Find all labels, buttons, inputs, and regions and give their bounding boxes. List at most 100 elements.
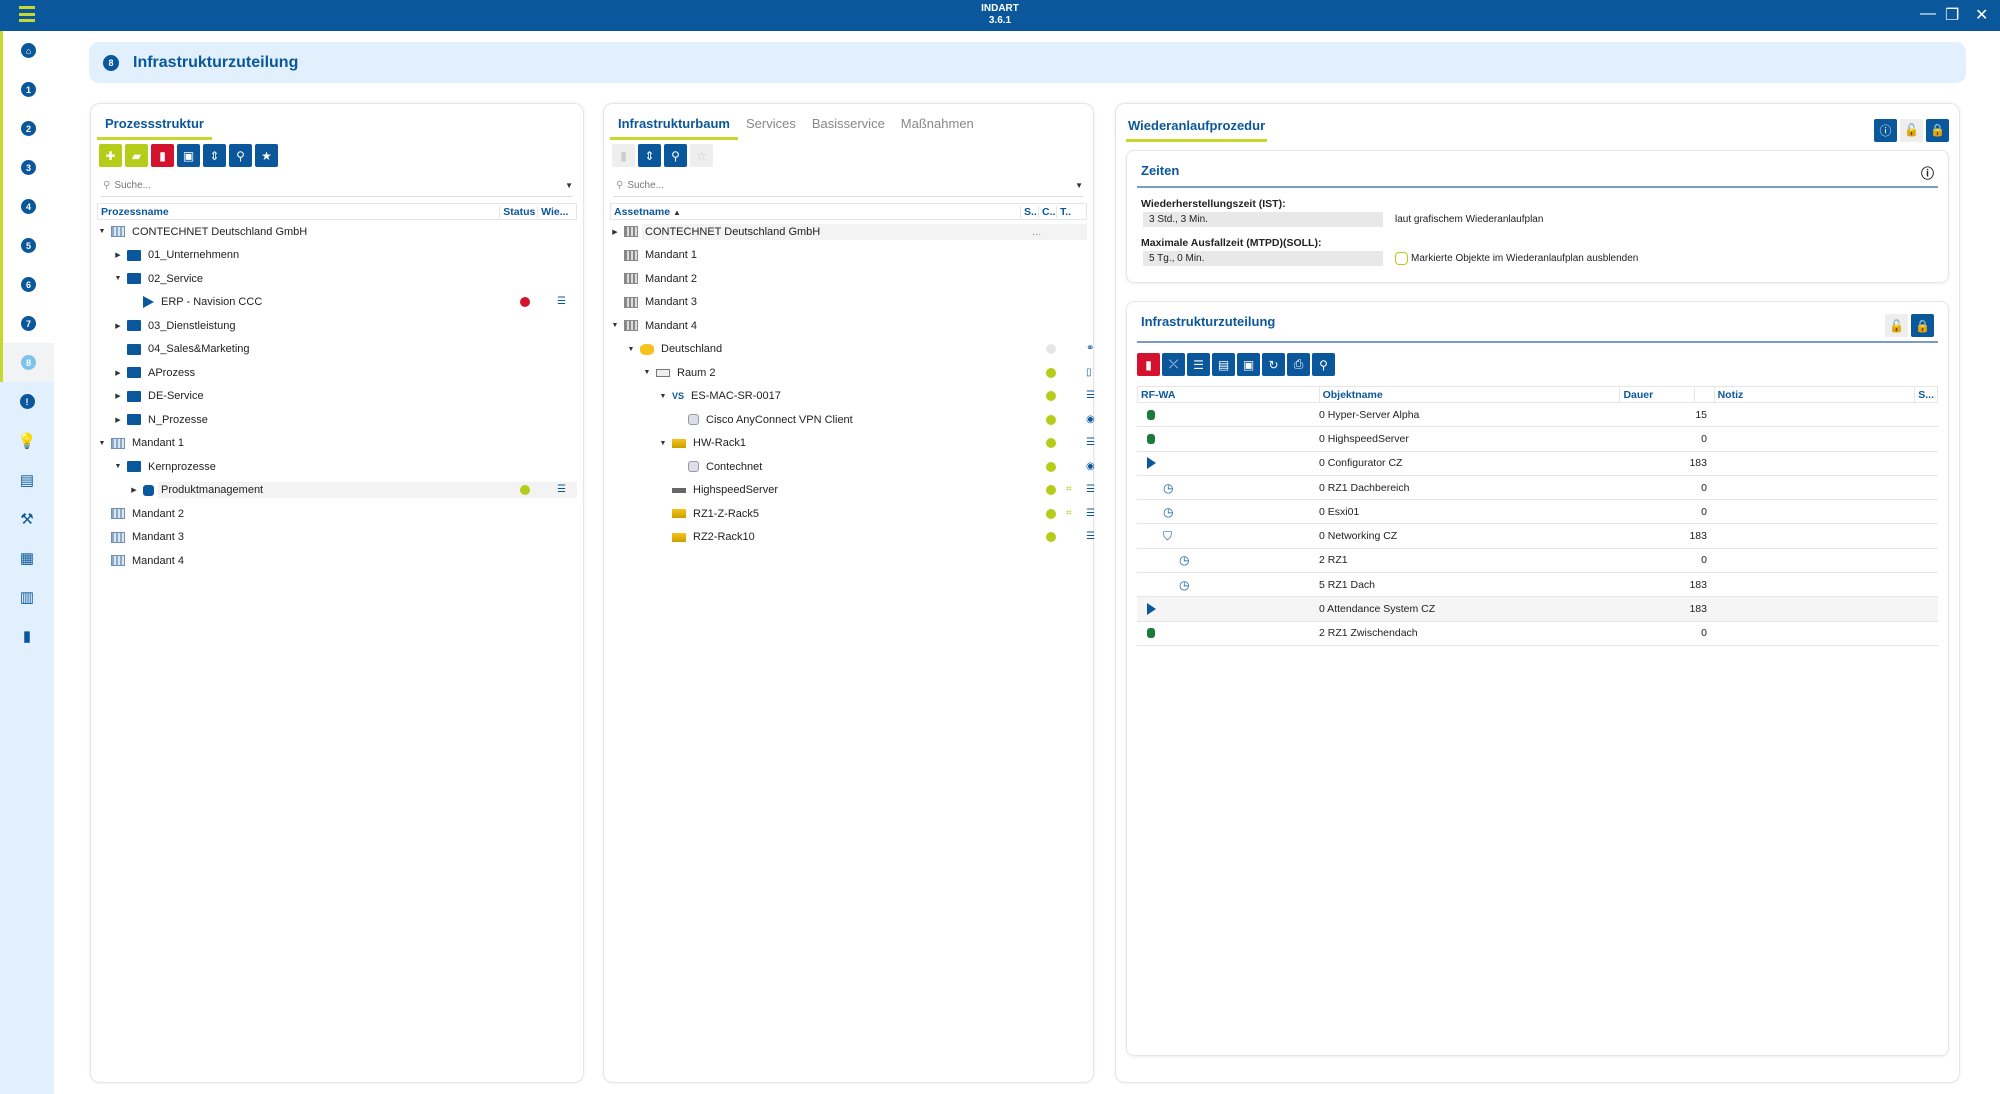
print-button[interactable]: ⎙ <box>1287 353 1310 376</box>
document-button[interactable]: ▤ <box>1212 353 1235 376</box>
expand-arrow-icon[interactable]: ▶ <box>115 252 121 260</box>
tree-row[interactable]: Mandant 3 <box>97 526 577 550</box>
tree-row[interactable]: ▼ 02_Service <box>97 267 577 291</box>
table-row[interactable]: 2 RZ1 Zwischendach 0 <box>1137 622 1938 646</box>
table-row[interactable]: 0 Attendance System CZ 183 <box>1137 597 1938 622</box>
col-c[interactable]: C.. <box>1039 205 1057 218</box>
collapse-arrow-icon[interactable]: ▼ <box>114 275 122 283</box>
tree-row[interactable]: ▼ Deutschland ⚭ <box>610 338 1095 362</box>
tree-row[interactable]: Mandant 2 <box>97 502 577 526</box>
restart-plan-icon[interactable]: ☰ <box>557 484 566 496</box>
maximize-button[interactable]: ❐ <box>1945 7 1960 24</box>
col-rf-wa[interactable]: RF-WA <box>1138 387 1320 402</box>
sidebar-item-report[interactable]: ▥ <box>0 577 54 616</box>
lock-button[interactable]: 🔒 <box>1911 314 1934 337</box>
tree-row[interactable]: RZ1-Z-Rack5 ⌗ ☰ <box>610 502 1095 526</box>
tree-row[interactable]: ▼ HW-Rack1 ☰ <box>610 432 1095 456</box>
tab-maßnahmen[interactable]: Maßnahmen <box>900 116 974 131</box>
tab-infrastrukturbaum[interactable]: Infrastrukturbaum <box>610 114 738 140</box>
sidebar-item-6[interactable]: 6 <box>0 265 54 304</box>
tree-row[interactable]: Mandant 2 <box>610 267 1087 291</box>
sidebar-item-4[interactable]: 4 <box>0 187 54 226</box>
add-button[interactable]: ✚ <box>99 144 122 167</box>
favorite-button[interactable]: ★ <box>255 144 278 167</box>
table-row[interactable]: ◷ 5 RZ1 Dach 183 <box>1137 573 1938 598</box>
info-document-button[interactable]: ⓘ <box>1874 118 1897 142</box>
refresh-button[interactable]: ↻ <box>1262 353 1285 376</box>
collapse-arrow-icon[interactable]: ▼ <box>611 322 619 330</box>
col-dauer[interactable]: Dauer <box>1620 387 1696 402</box>
col-s[interactable]: S... <box>1918 388 1935 401</box>
tree-row[interactable]: ▶ 01_Unternehmenn <box>97 244 577 268</box>
collapse-arrow-icon[interactable]: ▼ <box>643 369 651 377</box>
tab-prozessstruktur[interactable]: Prozessstruktur <box>97 114 212 140</box>
tree-row[interactable]: ▶ N_Prozesse <box>97 408 577 432</box>
sidebar-item-5[interactable]: 5 <box>0 226 54 265</box>
col-prozessname[interactable]: Prozessname <box>98 205 501 218</box>
tree-row[interactable]: ▶ Produktmanagement ☰ <box>97 479 577 503</box>
col-wie[interactable]: Wie... <box>541 205 569 218</box>
add-folder-button[interactable]: ▰ <box>125 144 148 167</box>
expand-collapse-button[interactable]: ⇕ <box>638 144 661 167</box>
collapse-arrow-icon[interactable]: ▼ <box>98 228 106 236</box>
sidebar-item-lightbulb[interactable]: 💡 <box>0 421 54 460</box>
tree-row[interactable]: Mandant 4 <box>97 549 577 573</box>
delete-button[interactable]: ▮ <box>1137 353 1160 376</box>
collapse-arrow-icon[interactable]: ▼ <box>98 439 106 447</box>
col-status[interactable]: Status <box>500 205 539 218</box>
hamburger-menu-icon[interactable] <box>19 6 35 22</box>
col-notiz[interactable]: Notiz <box>1715 387 1916 402</box>
collapse-arrow-icon[interactable]: ▼ <box>659 439 667 447</box>
delete-button[interactable]: ▮ <box>151 144 174 167</box>
table-row[interactable]: ◷ 0 RZ1 Dachbereich 0 <box>1137 476 1938 501</box>
tree-row[interactable]: ▼ CONTECHNET Deutschland GmbH <box>97 220 577 244</box>
tree-row[interactable]: ▼ VS ES-MAC-SR-0017 ☰ <box>610 385 1095 409</box>
collapse-arrow-icon[interactable]: ▼ <box>659 392 667 400</box>
tree-row[interactable]: ▼ Kernprozesse <box>97 455 577 479</box>
sidebar-item-dashboard[interactable]: ▦ <box>0 538 54 577</box>
expand-arrow-icon[interactable]: ▶ <box>115 322 121 330</box>
sidebar-item-3[interactable]: 3 <box>0 148 54 187</box>
table-row[interactable]: ◷ 2 RZ1 0 <box>1137 549 1938 574</box>
table-row[interactable]: 0 HighspeedServer 0 <box>1137 427 1938 452</box>
process-play-icon[interactable] <box>1147 603 1156 616</box>
hide-marked-checkbox[interactable] <box>1395 252 1408 265</box>
tree-row[interactable]: Contechnet ◉ <box>610 455 1095 479</box>
collapse-arrow-icon[interactable]: ▼ <box>114 463 122 471</box>
tree-row[interactable]: ▶ 03_Dienstleistung <box>97 314 577 338</box>
collapse-button[interactable]: ⤫ <box>1162 353 1185 376</box>
expand-arrow-icon[interactable]: ▶ <box>612 228 618 236</box>
search-button[interactable]: ⚲ <box>664 144 687 167</box>
table-row[interactable]: 0 Configurator CZ 183 <box>1137 452 1938 476</box>
search-input[interactable]: ⚲ Suche... ▼ <box>101 175 573 197</box>
col-status[interactable]: S.. <box>1021 205 1039 218</box>
lock-button[interactable]: 🔒 <box>1926 118 1949 142</box>
sidebar-item-clipboard[interactable]: ▮ <box>0 616 54 655</box>
sidebar-item-home[interactable]: ⌂ <box>0 31 54 70</box>
tree-row[interactable]: ▶ AProzess <box>97 361 577 385</box>
tree-view-button[interactable]: ☰ <box>1187 353 1210 376</box>
sidebar-item-![interactable]: ! <box>0 382 54 421</box>
sidebar-item-wrench-clock[interactable]: ⚒ <box>0 499 54 538</box>
search-button[interactable]: ⚲ <box>1312 353 1335 376</box>
expand-collapse-button[interactable]: ⇕ <box>203 144 226 167</box>
tree-row[interactable]: ▼ Mandant 1 <box>97 432 577 456</box>
expand-arrow-icon[interactable]: ▶ <box>115 416 121 424</box>
save-button[interactable]: ▣ <box>1237 353 1260 376</box>
sidebar-item-7[interactable]: 7 <box>0 304 54 343</box>
tree-row[interactable]: Mandant 3 <box>610 291 1087 315</box>
delete-button[interactable]: ▮ <box>612 144 635 167</box>
table-row[interactable]: 0 Hyper-Server Alpha 15 <box>1137 403 1938 428</box>
process-play-icon[interactable] <box>1147 457 1156 470</box>
col-assetname[interactable]: Assetname ▲ <box>611 205 1021 218</box>
tree-row[interactable]: ▶ CONTECHNET Deutschland GmbH... <box>610 220 1087 244</box>
dropdown-arrow-icon[interactable]: ▼ <box>565 181 573 190</box>
collapse-arrow-icon[interactable]: ▼ <box>627 345 635 353</box>
tree-row[interactable]: ▶ DE-Service <box>97 385 577 409</box>
unlock-button[interactable]: 🔓 <box>1885 314 1908 337</box>
col-objektname[interactable]: Objektname <box>1320 387 1621 402</box>
tab-basisservice[interactable]: Basisservice <box>811 116 885 131</box>
close-button[interactable]: ✕ <box>1975 7 1989 24</box>
minimize-button[interactable]: — <box>1920 5 1936 22</box>
search-input[interactable]: ⚲ Suche... ▼ <box>614 175 1083 197</box>
